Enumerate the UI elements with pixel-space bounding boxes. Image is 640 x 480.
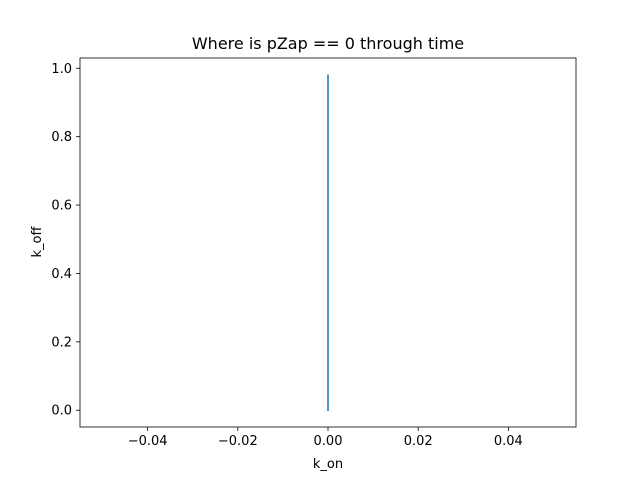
x-tick-label: −0.02 xyxy=(218,434,258,449)
x-axis-label: k_on xyxy=(313,457,343,472)
y-tick-label: 0.8 xyxy=(51,130,72,145)
x-tick-label: 0.00 xyxy=(314,434,343,449)
y-axis-label: k_off xyxy=(30,225,45,257)
x-tick-label: 0.04 xyxy=(494,434,523,449)
y-tick-label: 0.2 xyxy=(51,335,72,350)
chart-title: Where is pZap == 0 through time xyxy=(192,34,464,53)
x-axis-ticks: −0.04 −0.02 0.00 0.02 0.04 xyxy=(128,427,523,449)
y-tick-label: 0.0 xyxy=(51,404,72,419)
y-tick-label: 1.0 xyxy=(51,62,72,77)
y-tick-label: 0.6 xyxy=(51,199,72,214)
y-tick-label: 0.4 xyxy=(51,267,72,282)
x-tick-label: −0.04 xyxy=(128,434,168,449)
y-axis-ticks: 0.0 0.2 0.4 0.6 0.8 1.0 xyxy=(51,62,80,419)
x-tick-label: 0.02 xyxy=(404,434,433,449)
